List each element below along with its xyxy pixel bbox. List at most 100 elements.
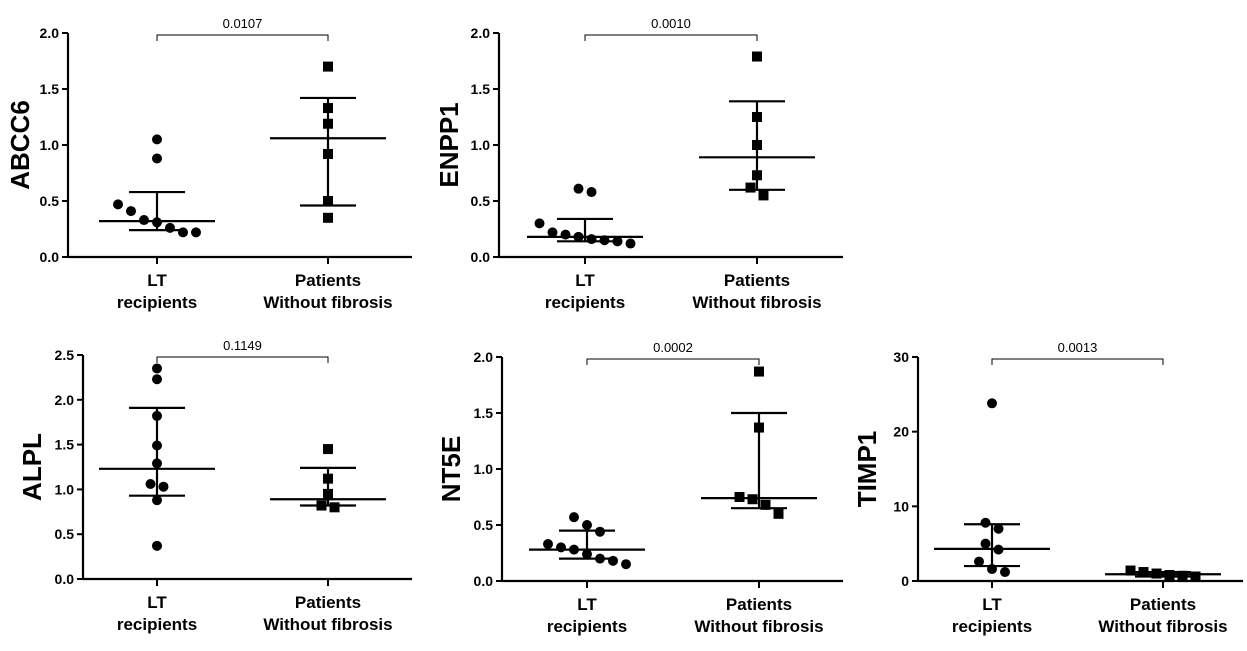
data-point-circle (139, 215, 149, 226)
data-point-circle (582, 520, 592, 530)
data-point-circle (612, 236, 623, 247)
y-tick-label: 1.5 (474, 405, 494, 421)
data-point-circle (152, 458, 162, 469)
data-point-circle (152, 374, 162, 385)
chart-panel-nt5e: NT5E 0.0 0.5 1.0 1.5 2.0 LT recipients Patients W… (436, 340, 843, 636)
x-category-label: LT (577, 595, 597, 614)
data-point-square (752, 112, 762, 122)
significance-bracket (156, 34, 329, 41)
data-point-circle (586, 234, 597, 245)
y-tick-label: 1.0 (55, 481, 75, 497)
data-point-circle (556, 542, 566, 553)
p-value-label: 0.1149 (223, 338, 262, 353)
x-category-label: LT (982, 595, 1002, 614)
data-point-square (329, 502, 340, 513)
data-point-circle (595, 553, 605, 564)
y-axis-label: TIMP1 (852, 431, 882, 508)
x-category-label: recipients (952, 617, 1032, 636)
x-category-label: Patients (724, 271, 790, 290)
y-tick-label: 0 (901, 573, 909, 589)
data-point-circle (126, 206, 136, 217)
p-value-label: 0.0107 (223, 16, 263, 31)
y-tick-label: 0.5 (40, 193, 60, 209)
data-point-square (773, 508, 784, 519)
y-tick-label: 0.0 (471, 249, 491, 265)
data-point-circle (625, 238, 636, 249)
x-category-label: LT (147, 271, 167, 290)
x-category-label: Without fibrosis (694, 617, 823, 636)
data-point-square (752, 140, 762, 150)
data-point-circle (599, 235, 610, 246)
significance-bracket (991, 358, 1164, 365)
y-tick-label: 1.0 (474, 461, 494, 477)
data-point-square (1177, 570, 1188, 581)
y-tick-label: 1.5 (55, 437, 75, 453)
x-category-label: recipients (545, 293, 625, 312)
x-category-label: Patients (1130, 595, 1196, 614)
data-point-circle (191, 227, 201, 238)
data-point-circle (573, 183, 584, 194)
x-category-label: recipients (547, 617, 627, 636)
data-point-circle (595, 526, 605, 537)
data-point-circle (547, 227, 558, 238)
data-point-square (323, 473, 333, 484)
y-tick-label: 2.0 (471, 25, 491, 41)
y-tick-label: 2.0 (55, 392, 75, 408)
data-point-circle (987, 564, 997, 575)
y-axis-label: ALPL (17, 433, 47, 501)
chart-panel-alpl: ALPL 0.0 0.5 1.0 1.5 2.0 2.5 LT recipients Patien… (17, 338, 412, 634)
data-point-square (323, 196, 333, 206)
data-point-circle (573, 231, 584, 242)
data-point-circle (178, 227, 188, 238)
x-category-label: Patients (295, 271, 361, 290)
data-point-circle (152, 410, 162, 421)
data-point-circle (1000, 567, 1010, 578)
data-point-square (752, 170, 762, 181)
data-point-square (323, 444, 333, 455)
data-point-square (323, 488, 333, 499)
data-point-square (1151, 568, 1162, 579)
x-category-label: recipients (117, 293, 197, 312)
data-point-square (323, 148, 333, 159)
data-point-square (1190, 571, 1201, 582)
data-point-square (745, 182, 756, 193)
y-tick-label: 30 (893, 349, 909, 365)
y-tick-label: 1.5 (40, 81, 60, 97)
y-tick-label: 1.5 (471, 81, 491, 97)
y-axis-label: ABCC6 (5, 100, 35, 190)
y-tick-label: 0.0 (55, 571, 75, 587)
data-point-square (1164, 570, 1175, 581)
y-tick-label: 1.0 (471, 137, 491, 153)
data-point-circle (993, 544, 1004, 555)
chart-panel-timp1: TIMP1 0 10 20 30 LT recipients Patients Without … (852, 340, 1243, 636)
data-point-circle (152, 440, 162, 451)
y-tick-label: 20 (893, 424, 909, 440)
data-point-square (316, 500, 327, 511)
significance-bracket (584, 34, 758, 41)
data-point-square (734, 492, 745, 502)
data-point-circle (608, 555, 618, 566)
p-value-label: 0.0013 (1058, 340, 1098, 355)
y-tick-label: 2.0 (474, 349, 494, 365)
data-point-square (323, 212, 333, 223)
data-point-square (1125, 565, 1136, 576)
p-value-label: 0.0002 (653, 340, 693, 355)
x-category-label: Without fibrosis (263, 293, 392, 312)
y-tick-label: 2.0 (40, 25, 60, 41)
data-point-circle (145, 479, 156, 490)
data-point-square (758, 190, 769, 201)
data-point-circle (582, 549, 592, 560)
x-category-label: recipients (117, 615, 197, 634)
data-point-circle (560, 229, 571, 240)
data-point-circle (534, 218, 545, 229)
x-category-label: LT (147, 593, 167, 612)
y-tick-label: 0.0 (40, 249, 60, 265)
data-point-circle (543, 539, 553, 550)
data-point-circle (974, 556, 984, 567)
data-point-square (752, 51, 762, 62)
data-point-circle (569, 512, 579, 523)
data-point-circle (152, 363, 162, 374)
y-tick-label: 0.0 (474, 573, 494, 589)
significance-bracket (156, 356, 329, 363)
